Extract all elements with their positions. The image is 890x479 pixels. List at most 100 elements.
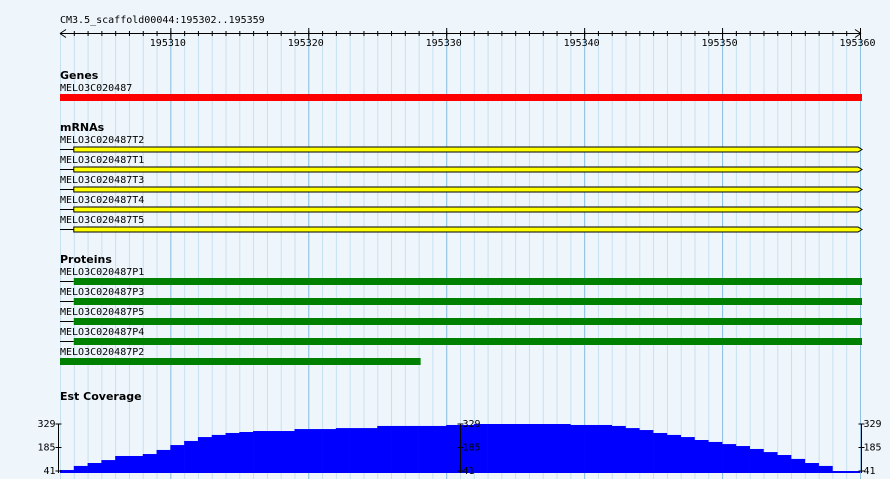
coverage-bar bbox=[391, 425, 406, 473]
coverage-bar bbox=[708, 441, 723, 473]
coverage-bar bbox=[349, 428, 364, 473]
feature bbox=[73, 186, 863, 193]
coverage-bar bbox=[432, 425, 447, 473]
coverage-bar bbox=[363, 428, 378, 473]
coverage-bar bbox=[473, 424, 488, 473]
coverage-bar bbox=[156, 449, 171, 473]
coverage-bar bbox=[253, 431, 268, 473]
coverage-tick-label: 185 bbox=[37, 443, 55, 454]
coverage-tick-label: 329 bbox=[37, 419, 55, 430]
feature-name: MELO3C020487P5 bbox=[60, 307, 144, 318]
coverage-tick-label: 41 bbox=[43, 466, 55, 477]
coverage-bar bbox=[211, 434, 226, 473]
feature bbox=[73, 226, 863, 233]
coverage-bar bbox=[266, 431, 281, 473]
coverage-bar bbox=[570, 424, 585, 473]
coverage-bar bbox=[625, 428, 640, 473]
coverage-bar bbox=[501, 424, 516, 473]
feature-name: MELO3C020487P4 bbox=[60, 327, 144, 338]
coverage-bar bbox=[239, 431, 254, 473]
feature-name: MELO3C020487T4 bbox=[60, 195, 144, 206]
track-label: Genes bbox=[60, 69, 99, 82]
coverage-bar bbox=[170, 445, 185, 473]
coverage-bar bbox=[446, 424, 461, 473]
coverage-bar bbox=[528, 424, 544, 473]
coverage-bar bbox=[680, 437, 695, 473]
coverage-tick-label: 41 bbox=[864, 466, 876, 477]
coverage-bar bbox=[694, 439, 709, 473]
coverage-bar bbox=[791, 458, 806, 473]
scale-arrow-right bbox=[854, 29, 862, 38]
coverage-bar bbox=[73, 465, 88, 473]
feature bbox=[73, 318, 863, 325]
coverage-bar bbox=[377, 425, 392, 473]
coverage-bar bbox=[128, 455, 144, 473]
coverage-bar bbox=[225, 432, 240, 473]
coverage-bar bbox=[87, 463, 102, 473]
coverage-tick-label: 185 bbox=[463, 443, 481, 454]
coverage-bar bbox=[115, 455, 130, 473]
feature-name: MELO3C020487P2 bbox=[60, 347, 144, 358]
feature-name: MELO3C020487P3 bbox=[60, 287, 144, 298]
coverage-bar bbox=[280, 431, 295, 473]
scale-arrow-left bbox=[59, 29, 67, 38]
coverage-bar bbox=[335, 428, 350, 473]
feature bbox=[73, 166, 863, 173]
coverage-bar bbox=[542, 424, 557, 473]
track-label: Proteins bbox=[60, 253, 112, 266]
tick-label: 195340 bbox=[564, 38, 600, 49]
coverage-bar bbox=[308, 429, 323, 473]
coverage-bar bbox=[142, 454, 157, 473]
coverage-bar bbox=[184, 440, 199, 473]
feature bbox=[73, 278, 863, 285]
feature-name: MELO3C020487T3 bbox=[60, 175, 144, 186]
coverage-bar bbox=[611, 425, 626, 473]
coverage-bar bbox=[777, 455, 792, 473]
coverage-bar bbox=[60, 470, 75, 473]
coverage-bar bbox=[666, 434, 681, 473]
coverage-bar bbox=[735, 446, 750, 473]
coverage-bar bbox=[639, 430, 654, 473]
title: CM3.5_scaffold00044:195302..195359 bbox=[60, 15, 265, 26]
feature bbox=[73, 146, 863, 153]
track-label: mRNAs bbox=[60, 121, 105, 134]
feature-name: MELO3C020487T5 bbox=[60, 215, 144, 226]
coverage-bar bbox=[584, 424, 599, 473]
feature-name: MELO3C020487T2 bbox=[60, 135, 144, 146]
coverage-bar bbox=[460, 424, 475, 473]
feature-name: MELO3C020487P1 bbox=[60, 267, 144, 278]
coverage-bar bbox=[404, 425, 419, 473]
coverage-bar bbox=[101, 460, 116, 473]
tick-label: 195360 bbox=[839, 38, 875, 49]
coverage-bar bbox=[322, 429, 337, 473]
coverage-bar bbox=[832, 471, 847, 473]
tick-label: 195350 bbox=[702, 38, 738, 49]
coverage-bar bbox=[804, 463, 819, 473]
feature-name: MELO3C020487T1 bbox=[60, 155, 144, 166]
tick-label: 195330 bbox=[426, 38, 462, 49]
coverage-tick-label: 329 bbox=[864, 419, 882, 430]
coverage-bar bbox=[294, 429, 309, 473]
coverage-tick-label: 329 bbox=[463, 419, 481, 430]
feature bbox=[60, 94, 862, 101]
feature bbox=[73, 338, 863, 345]
coverage-bar bbox=[597, 424, 613, 473]
tick-label: 195320 bbox=[288, 38, 324, 49]
feature bbox=[73, 206, 863, 213]
tick-label: 195310 bbox=[150, 38, 186, 49]
track-label: Est Coverage bbox=[60, 390, 142, 403]
feature-name: MELO3C020487 bbox=[60, 83, 132, 94]
coverage-bar bbox=[487, 424, 502, 473]
coverage-bar bbox=[763, 452, 778, 473]
coverage-bar bbox=[846, 471, 861, 473]
feature bbox=[60, 358, 421, 365]
feature bbox=[73, 298, 863, 305]
coverage-bar bbox=[653, 432, 668, 473]
coverage-bar bbox=[749, 448, 764, 473]
coverage-tick-label: 185 bbox=[864, 443, 882, 454]
coverage-bar bbox=[556, 424, 571, 473]
coverage-bar bbox=[197, 437, 213, 473]
coverage-bar bbox=[722, 444, 737, 473]
